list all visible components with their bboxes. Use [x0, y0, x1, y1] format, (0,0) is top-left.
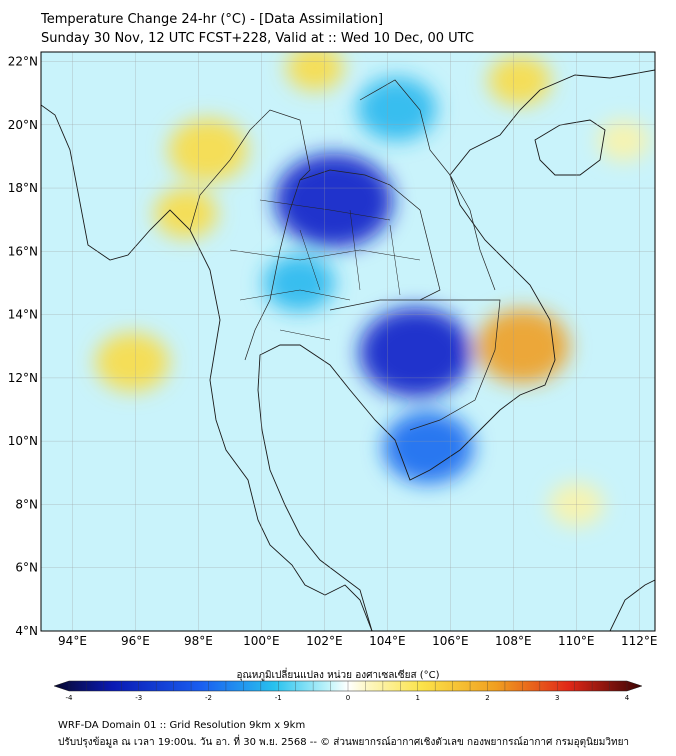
anomaly-cold-cambodia-lake: [359, 307, 472, 398]
lat-tick-label: 10°N: [8, 434, 38, 448]
lat-tick-label: 22°N: [8, 54, 38, 68]
coastlines: [41, 69, 655, 631]
lat-tick-label: 16°N: [8, 244, 38, 258]
anomaly-warm-hainan-east: [597, 119, 650, 162]
lat-tick-label: 20°N: [8, 118, 38, 132]
lon-tick-label: 98°E: [184, 634, 213, 648]
lon-tick-label: 110°E: [558, 634, 595, 648]
lon-tick-label: 94°E: [58, 634, 87, 648]
colorbar-tick-label: 4: [625, 694, 630, 702]
anomaly-warm-north-thailand: [168, 118, 248, 182]
anomaly-cold-central-thailand: [263, 254, 335, 312]
plot-frame: [40, 51, 656, 632]
colorbar-tick-label: -1: [275, 694, 282, 702]
country-borders: [189, 79, 501, 431]
lon-tick-label: 106°E: [432, 634, 469, 648]
lat-tick-label: 14°N: [8, 308, 38, 322]
chart-subtitle: Sunday 30 Nov, 12 UTC FCST+228, Valid at…: [41, 31, 474, 46]
latitude-labels: 22°N 20°N 18°N 16°N 14°N 12°N 10°N 8°N 6°N 4°N: [8, 54, 38, 638]
footer-model-info: WRF-DA Domain 01 :: Grid Resolution 9km …: [58, 720, 306, 731]
anomaly-warm-myanmar-north: [154, 188, 218, 239]
anomaly-warm-vietnam-highlands: [476, 308, 570, 384]
anomaly-cold-north-laos: [357, 77, 437, 141]
lon-tick-label: 108°E: [495, 634, 532, 648]
lat-tick-label: 12°N: [8, 371, 38, 385]
longitude-labels: 94°E 96°E 98°E 100°E 102°E 104°E 106°E 108°E 110…: [58, 634, 657, 648]
colorbar-tick-label: -4: [66, 694, 74, 702]
lon-tick-label: 112°E: [621, 634, 658, 648]
gridlines: [41, 52, 655, 632]
lat-tick-label: 18°N: [8, 181, 38, 195]
colorbar-tick-label: 0: [346, 694, 350, 702]
border-laos-vietnam: [359, 79, 496, 291]
colorbar-title: อุณหภูมิเปลี่ยนแปลง หน่วย องศาเซลเซียส (…: [236, 670, 440, 681]
lat-tick-label: 4°N: [15, 624, 38, 638]
anomaly-cold-northeast-thailand: [274, 153, 393, 248]
border-cambodia: [329, 299, 501, 431]
colorbar-ticks: -4 -3 -2 -1 0 1 2 3 4: [66, 681, 630, 702]
border-myanmar-thailand: [189, 109, 311, 361]
colorbar-tick-label: -3: [135, 694, 142, 702]
lon-tick-label: 102°E: [306, 634, 343, 648]
hainan-island: [534, 119, 606, 176]
lat-tick-label: 8°N: [15, 497, 38, 511]
gulf-of-thailand-coast: [257, 69, 655, 631]
lat-tick-label: 6°N: [15, 561, 38, 575]
colorbar-tick-label: -2: [205, 694, 212, 702]
lon-tick-label: 104°E: [369, 634, 406, 648]
anomaly-warm-gulf-tonkin: [488, 55, 552, 106]
mainland-coast: [41, 104, 373, 631]
lon-tick-label: 96°E: [121, 634, 150, 648]
border-thailand-laos: [299, 169, 441, 301]
lon-tick-label: 100°E: [243, 634, 280, 648]
colorbar-tick-label: 2: [485, 694, 489, 702]
footer-credits: ปรับปรุงข้อมูล ณ เวลา 19:00น. วัน อา. ที…: [58, 737, 630, 748]
colorbar-tick-label: 3: [555, 694, 559, 702]
colorbar-tick-label: 1: [416, 694, 420, 702]
anomaly-cold-mekong-delta: [383, 411, 474, 484]
chart-title: Temperature Change 24-hr (°C) - [Data As…: [41, 12, 384, 27]
anomaly-warm-andaman-sea: [95, 332, 170, 392]
provincial-borders: [229, 199, 421, 341]
borneo-coast: [609, 579, 655, 631]
